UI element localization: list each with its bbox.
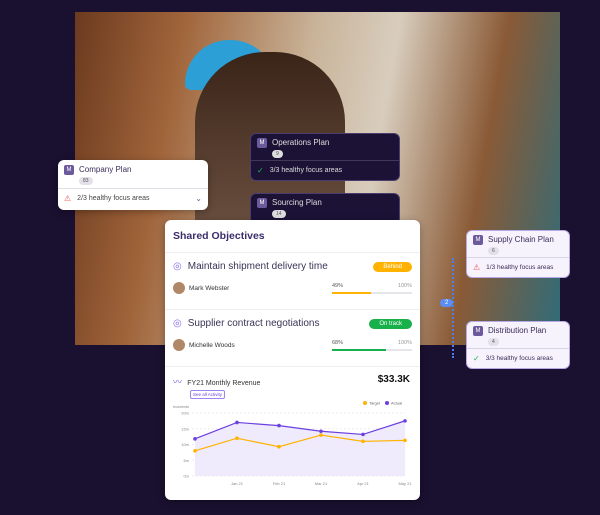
progress-bar [332,291,412,294]
max-label: 100% [397,339,412,346]
y-tick-label: 5m [183,458,189,463]
supply-chain-plan-card[interactable]: M Supply Chain Plan 6 ⚠ 1/3 healthy focus a… [466,230,570,278]
revenue-chart: Incidents 0m 5m 10m 15m 20m Jan 21 Feb 21 Mar 21… [173,401,412,487]
avatar [173,282,185,294]
status-text: 3/3 healthy focus areas [485,355,553,362]
data-point-target [193,449,197,453]
x-tick-label: Mar 21 [315,481,328,486]
plan-title: Distribution Plan [488,326,547,336]
data-point-target [361,439,365,444]
avatar [173,339,185,351]
progress-label: 49% [332,282,344,289]
revenue-title: FY21 Monthly Revenue [187,380,261,387]
status-badge: Behind [373,261,412,272]
x-tick-label: Jan 21 [231,481,244,486]
plan-icon: M [473,326,483,336]
warning-icon: ⚠ [64,194,72,203]
plan-title: Operations Plan [272,138,330,148]
plan-icon: M [64,165,74,175]
warning-icon: ⚠ [473,263,481,272]
data-point-actual [235,420,239,425]
data-point-actual [361,432,365,437]
data-point-target [235,436,239,440]
count-badge: 9 [272,150,283,158]
target-icon: ◎ [173,318,182,329]
data-point-actual [193,437,197,441]
y-tick-label: 0m [183,474,189,479]
owner-name: Michelle Woods [189,341,235,349]
target-icon: ◎ [173,261,182,272]
x-tick-label: Apr 21 [357,481,370,486]
series-line-target [194,434,406,452]
status-text: 1/3 healthy focus areas [486,264,554,271]
check-circle-icon: ✓ [257,166,264,175]
plan-icon: M [473,235,483,245]
progress-bar [332,348,412,351]
count-badge: 83 [79,177,93,185]
objective-title: Maintain shipment delivery time [187,261,328,272]
series-line-actual [194,420,406,440]
y-axis-label: Incidents [173,404,189,409]
legend-label: Target [369,401,381,406]
connector-line [452,258,454,358]
link-count-badge[interactable]: 2 [440,299,454,307]
legend-marker [363,401,367,405]
status-text: 3/3 healthy focus areas [269,167,343,174]
data-point-target [319,433,323,437]
y-tick-label: 20m [181,411,189,416]
card-title: Shared Objectives [165,220,420,253]
status-badge: On track [369,318,412,329]
company-plan-card[interactable]: M Company Plan 83 ⚠ 2/3 healthy focus areas… [58,160,208,210]
check-circle-icon: ✓ [473,354,480,363]
plan-title: Sourcing Plan [272,198,322,208]
y-tick-label: 15m [181,426,189,431]
see-all-activity-link[interactable]: See all Activity [190,390,226,399]
data-point-actual [403,419,407,423]
count-badge: 14 [272,210,286,218]
shared-objectives-card: Shared Objectives ◎ Maintain shipment del… [165,220,420,500]
x-tick-label: May 21 [398,481,412,486]
chevron-down-icon[interactable]: ⌄ [195,194,202,203]
objective-item[interactable]: ◎ Supplier contract negotiations On track … [165,310,420,367]
revenue-section: 〰 FY21 Monthly Revenue $33.3K See all Ac… [165,367,420,399]
plan-title: Company Plan [79,165,132,175]
data-point-actual [277,423,281,428]
actual-area [195,420,405,476]
owner-name: Mark Webster [189,284,230,292]
plan-title: Supply Chain Plan [488,235,554,245]
plan-icon: M [257,198,267,208]
y-tick-label: 10m [181,442,189,447]
distribution-plan-card[interactable]: M Distribution Plan 4 ✓ 3/3 healthy focus a… [466,321,570,369]
x-tick-label: Feb 21 [273,481,286,486]
data-point-actual [319,429,323,434]
objective-item[interactable]: ◎ Maintain shipment delivery time Behind M… [165,253,420,310]
data-point-target [403,438,407,443]
operations-plan-card[interactable]: M Operations Plan 9 ✓ 3/3 healthy focus are… [250,133,400,181]
plan-icon: M [257,138,267,148]
trend-icon: 〰 [173,377,183,387]
count-badge: 4 [488,338,499,346]
objective-title: Supplier contract negotiations [187,318,320,329]
legend-label: Actual [391,401,402,406]
status-text: 2/3 healthy focus areas [77,195,150,202]
progress-label: 68% [332,339,344,346]
max-label: 100% [397,282,412,289]
revenue-value: $33.3K [377,374,410,385]
data-point-target [277,444,281,449]
legend-marker [385,401,389,405]
count-badge: 6 [488,247,499,255]
